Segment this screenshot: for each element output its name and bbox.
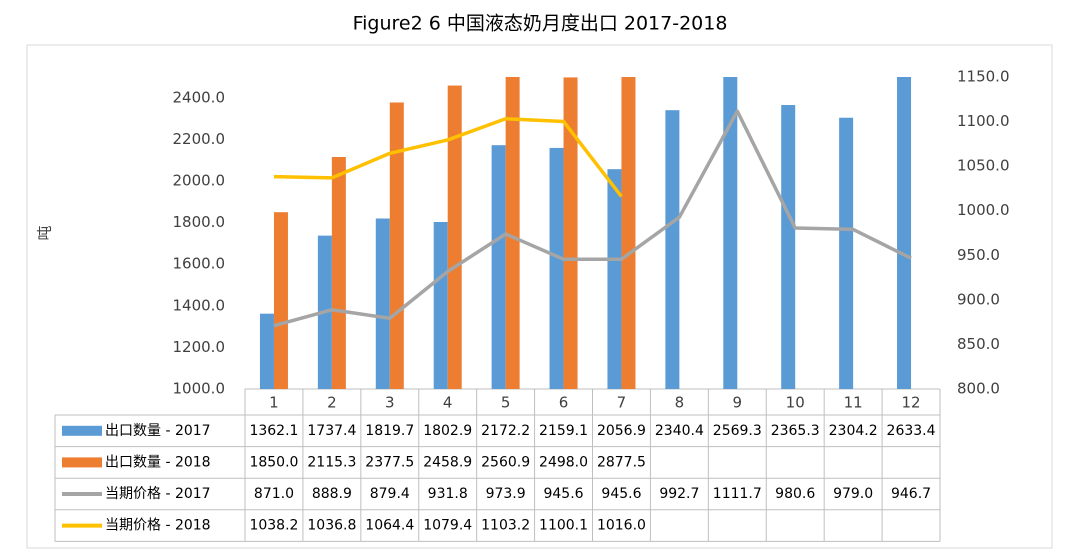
bar	[389, 102, 404, 389]
table-value: 945.6	[601, 486, 641, 502]
table-value: 2172.2	[481, 423, 530, 439]
y-tick-label: 1000.0	[173, 380, 226, 398]
x-tick-label: 6	[559, 394, 569, 412]
table-value: 1111.7	[713, 486, 762, 502]
bar	[259, 313, 274, 389]
table-value: 2498.0	[539, 454, 588, 470]
table-value: 1850.0	[249, 454, 298, 470]
table-value: 1036.8	[307, 518, 356, 534]
table-value: 1819.7	[365, 423, 414, 439]
bar	[331, 157, 346, 389]
y2-tick-label: 1050.0	[957, 157, 1010, 175]
table-value: 1079.4	[423, 518, 472, 534]
table-value: 2569.3	[713, 423, 762, 439]
bar	[433, 221, 448, 389]
bar	[549, 147, 564, 389]
chart-border	[26, 44, 1053, 549]
bar	[607, 169, 622, 389]
y-axis-label: 吨	[36, 225, 54, 240]
table-value: 980.6	[775, 486, 815, 502]
bar	[447, 85, 462, 389]
bar	[563, 77, 578, 389]
y2-tick-label: 1150.0	[957, 68, 1010, 86]
table-value: 879.4	[370, 486, 410, 502]
x-tick-label: 9	[733, 394, 743, 412]
y-tick-label: 2400.0	[173, 88, 226, 106]
legend-label: 出口数量 - 2018	[105, 454, 211, 470]
table-value: 2159.1	[539, 423, 588, 439]
table-value: 2304.2	[829, 423, 878, 439]
table-value: 871.0	[254, 486, 294, 502]
line-series	[273, 109, 912, 328]
table-value: 2365.3	[771, 423, 820, 439]
table-value: 1802.9	[423, 423, 472, 439]
table-value: 1103.2	[481, 518, 530, 534]
y-tick-label: 1400.0	[173, 296, 226, 314]
x-tick-label: 10	[786, 394, 805, 412]
table-value: 1362.1	[249, 423, 298, 439]
table-value: 2633.4	[887, 423, 936, 439]
legend-key	[62, 457, 102, 468]
y-tick-label: 2000.0	[173, 172, 226, 190]
x-tick-label: 11	[844, 394, 863, 412]
legend-label: 出口数量 - 2017	[105, 423, 211, 439]
table-value: 1737.4	[307, 423, 356, 439]
bar	[375, 218, 390, 389]
x-tick-label: 12	[901, 394, 920, 412]
line-series	[273, 116, 623, 198]
bar	[723, 77, 738, 389]
bar	[621, 77, 636, 389]
table-value: 945.6	[543, 486, 583, 502]
legend-key	[62, 425, 102, 436]
y2-tick-label: 850.0	[957, 335, 1000, 353]
table-value: 1100.1	[539, 518, 588, 534]
plot-area	[259, 77, 912, 389]
y-tick-label: 1600.0	[173, 255, 226, 273]
y-tick-label: 1200.0	[173, 338, 226, 356]
x-tick-label: 7	[617, 394, 627, 412]
table-value: 2458.9	[423, 454, 472, 470]
x-tick-label: 2	[327, 394, 337, 412]
x-tick-label: 1	[269, 394, 279, 412]
x-tick-label: 5	[501, 394, 511, 412]
table-value: 979.0	[833, 486, 873, 502]
table-value: 992.7	[659, 486, 699, 502]
bar	[491, 145, 506, 389]
bar	[897, 77, 912, 389]
table-value: 2340.4	[655, 423, 704, 439]
y2-tick-label: 1100.0	[957, 112, 1010, 130]
table-value: 946.7	[891, 486, 931, 502]
table-value: 2115.3	[307, 454, 356, 470]
x-tick-label: 3	[385, 394, 395, 412]
table-value: 888.9	[312, 486, 352, 502]
bar	[839, 117, 854, 389]
x-tick-label: 8	[675, 394, 685, 412]
table-value: 931.8	[428, 486, 468, 502]
y-tick-label: 2200.0	[173, 130, 226, 148]
y2-tick-label: 950.0	[957, 246, 1000, 264]
table-value: 1064.4	[365, 518, 414, 534]
table-value: 1016.0	[597, 518, 646, 534]
bar	[665, 110, 680, 389]
table-value: 2560.9	[481, 454, 530, 470]
bar	[273, 212, 288, 389]
table-value: 1038.2	[249, 518, 298, 534]
bar	[505, 77, 520, 389]
chart-title: Figure2 6 中国液态奶月度出口 2017-2018	[353, 13, 728, 35]
x-tick-label: 4	[443, 394, 453, 412]
table-value: 2056.9	[597, 423, 646, 439]
bar	[781, 105, 796, 389]
legend-label: 当期价格 - 2017	[105, 486, 211, 502]
legend-label: 当期价格 - 2018	[105, 518, 211, 534]
table-value: 2877.5	[597, 454, 646, 470]
table-value: 2377.5	[365, 454, 414, 470]
y2-tick-label: 1000.0	[957, 201, 1010, 219]
y-tick-label: 1800.0	[173, 213, 226, 231]
y2-tick-label: 800.0	[957, 380, 1000, 398]
y2-tick-label: 900.0	[957, 290, 1000, 308]
table-value: 973.9	[486, 486, 526, 502]
